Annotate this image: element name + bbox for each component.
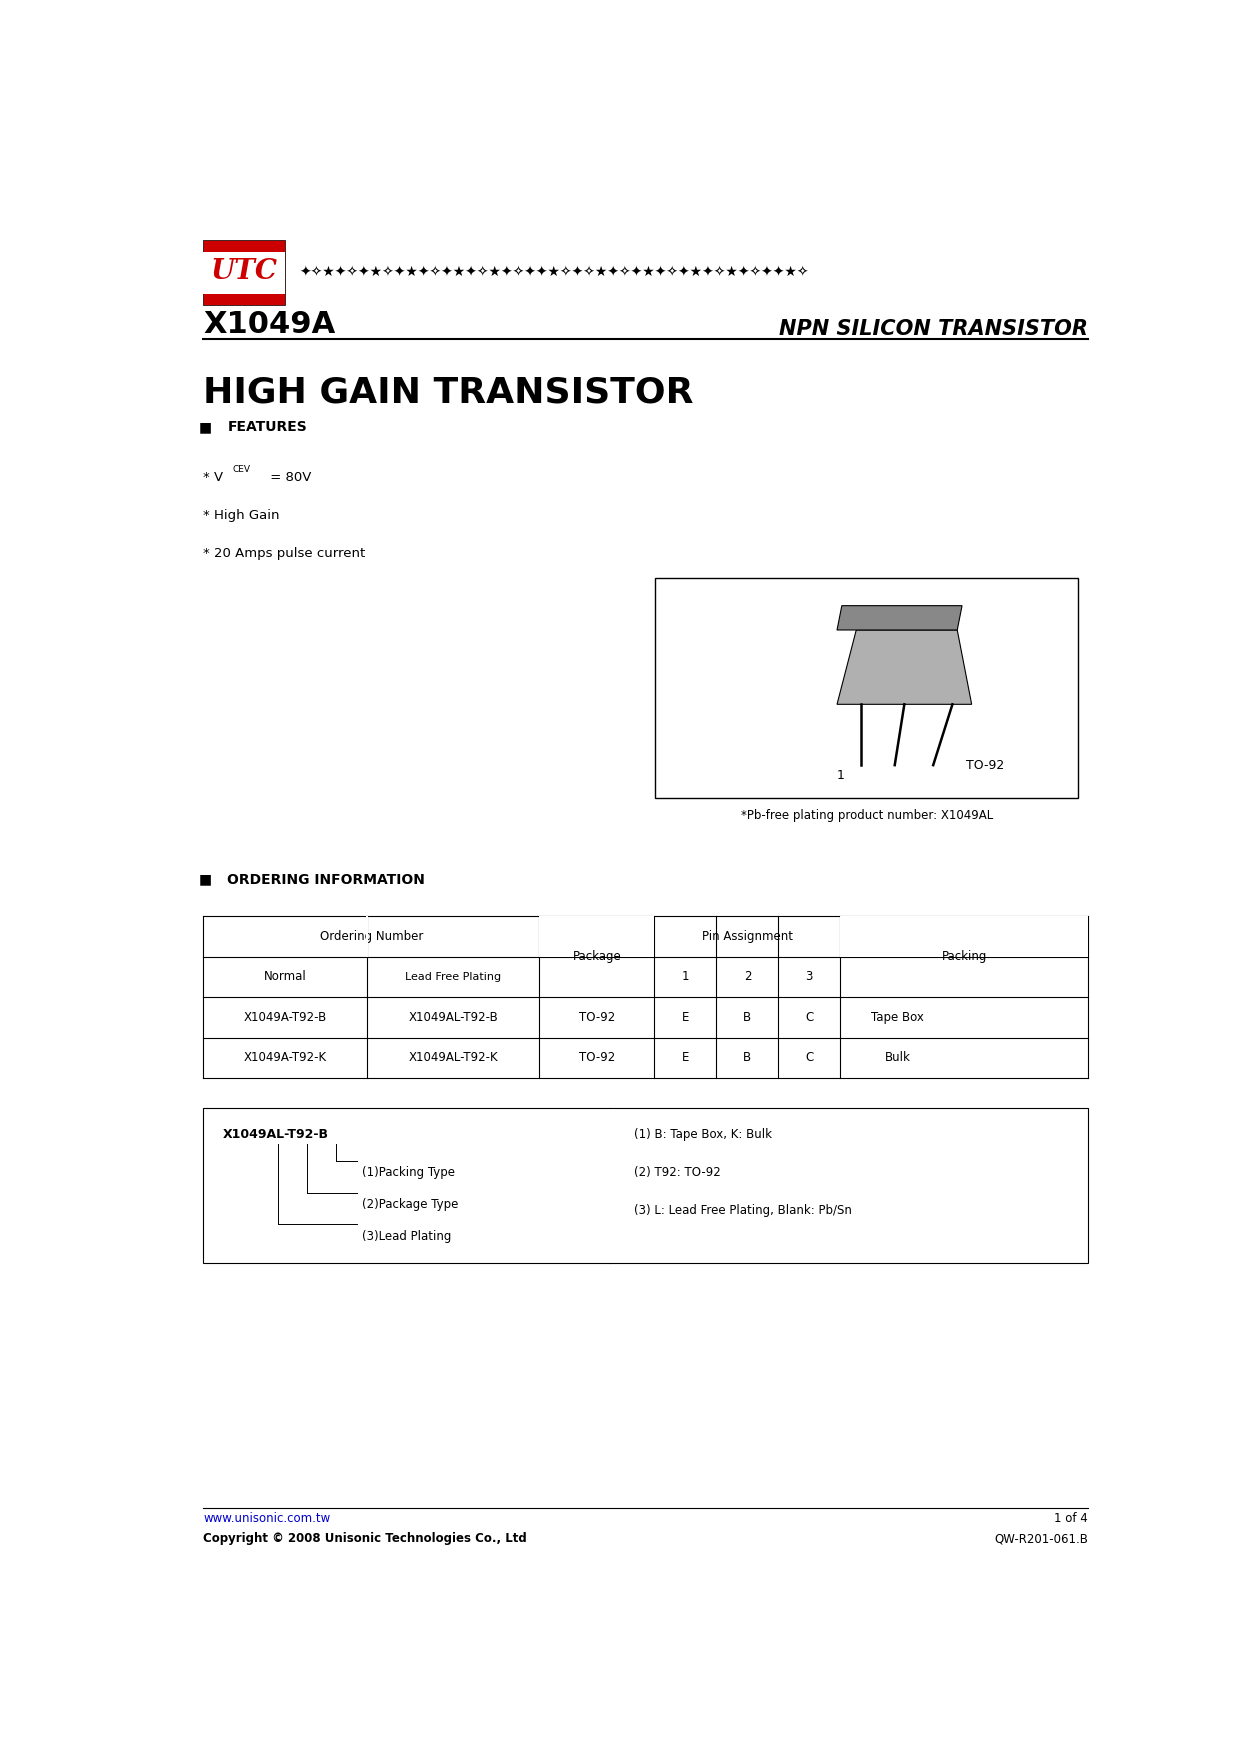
- Text: Packing: Packing: [875, 930, 921, 942]
- Text: C: C: [805, 1011, 813, 1023]
- Text: X1049A-T92-K: X1049A-T92-K: [243, 1051, 326, 1064]
- Text: (2) T92: TO-92: (2) T92: TO-92: [634, 1165, 721, 1179]
- Text: TO-92: TO-92: [578, 1011, 616, 1023]
- FancyBboxPatch shape: [204, 253, 285, 293]
- Text: Normal: Normal: [263, 971, 307, 983]
- Text: NPN SILICON TRANSISTOR: NPN SILICON TRANSISTOR: [779, 319, 1088, 339]
- Text: * 20 Amps pulse current: * 20 Amps pulse current: [204, 548, 365, 560]
- Text: * V: * V: [204, 472, 223, 484]
- Text: Copyright © 2008 Unisonic Technologies Co., Ltd: Copyright © 2008 Unisonic Technologies C…: [204, 1532, 527, 1544]
- Text: X1049AL-T92-B: X1049AL-T92-B: [408, 1011, 498, 1023]
- Text: Packing: Packing: [942, 949, 987, 963]
- Text: Lead Free Plating: Lead Free Plating: [405, 972, 501, 981]
- Text: X1049A-T92-B: X1049A-T92-B: [243, 1011, 326, 1023]
- Text: 1 of 4: 1 of 4: [1055, 1513, 1088, 1525]
- Text: B: B: [743, 1011, 752, 1023]
- Text: Tape Box: Tape Box: [871, 1011, 925, 1023]
- Text: (3) L: Lead Free Plating, Blank: Pb/Sn: (3) L: Lead Free Plating, Blank: Pb/Sn: [634, 1204, 853, 1216]
- Text: (1) B: Tape Box, K: Bulk: (1) B: Tape Box, K: Bulk: [634, 1128, 772, 1141]
- Text: 1: 1: [681, 971, 689, 983]
- FancyBboxPatch shape: [204, 1107, 1088, 1264]
- Text: ORDERING INFORMATION: ORDERING INFORMATION: [227, 872, 426, 886]
- Text: C: C: [805, 1051, 813, 1064]
- Polygon shape: [836, 605, 962, 630]
- Text: X1049AL-T92-B: X1049AL-T92-B: [222, 1128, 329, 1141]
- Text: X1049A: X1049A: [204, 311, 335, 339]
- Text: HIGH GAIN TRANSISTOR: HIGH GAIN TRANSISTOR: [204, 376, 694, 409]
- Text: 2: 2: [743, 971, 751, 983]
- Text: Ordering Number: Ordering Number: [320, 930, 423, 942]
- FancyBboxPatch shape: [204, 240, 285, 305]
- FancyBboxPatch shape: [840, 916, 1088, 956]
- Polygon shape: [836, 630, 972, 704]
- Text: = 80V: = 80V: [266, 472, 311, 484]
- Text: QW-R201-061.B: QW-R201-061.B: [994, 1532, 1088, 1544]
- Text: (3)Lead Plating: (3)Lead Plating: [362, 1230, 452, 1243]
- Text: X1049AL-T92-K: X1049AL-T92-K: [408, 1051, 498, 1064]
- Text: E: E: [681, 1011, 689, 1023]
- Text: FEATURES: FEATURES: [227, 419, 307, 433]
- Text: TO-92: TO-92: [578, 1051, 616, 1064]
- Text: ■: ■: [199, 872, 211, 886]
- Text: (1)Packing Type: (1)Packing Type: [362, 1165, 455, 1179]
- Text: www.unisonic.com.tw: www.unisonic.com.tw: [204, 1513, 330, 1525]
- Text: Bulk: Bulk: [885, 1051, 911, 1064]
- Text: ■: ■: [199, 419, 211, 433]
- Text: *Pb-free plating product number: X1049AL: *Pb-free plating product number: X1049AL: [741, 809, 993, 823]
- Text: B: B: [743, 1051, 752, 1064]
- FancyBboxPatch shape: [540, 916, 654, 956]
- Text: * High Gain: * High Gain: [204, 509, 279, 523]
- Text: ✦✧★✦✧✦★✧✦★✦✧✦★✦✧★✦✧✦✦★✧✦✧★✦✧✦★✦✧✦★✦✧★✦✧✦✦★✧: ✦✧★✦✧✦★✧✦★✦✧✦★✦✧★✦✧✦✦★✧✦✧★✦✧✦★✦✧✦★✦✧★✦✧✦…: [299, 265, 809, 279]
- FancyBboxPatch shape: [655, 577, 1078, 799]
- Text: CEV: CEV: [232, 465, 251, 474]
- Text: E: E: [681, 1051, 689, 1064]
- Text: Package: Package: [572, 930, 622, 942]
- Text: TO-92: TO-92: [967, 758, 1004, 772]
- Text: (2)Package Type: (2)Package Type: [362, 1199, 458, 1211]
- Text: Package: Package: [572, 949, 622, 963]
- Text: Pin Assignment: Pin Assignment: [702, 930, 793, 942]
- Text: UTC: UTC: [211, 258, 278, 284]
- FancyBboxPatch shape: [366, 916, 367, 956]
- Text: 1: 1: [836, 769, 845, 783]
- Text: 3: 3: [805, 971, 813, 983]
